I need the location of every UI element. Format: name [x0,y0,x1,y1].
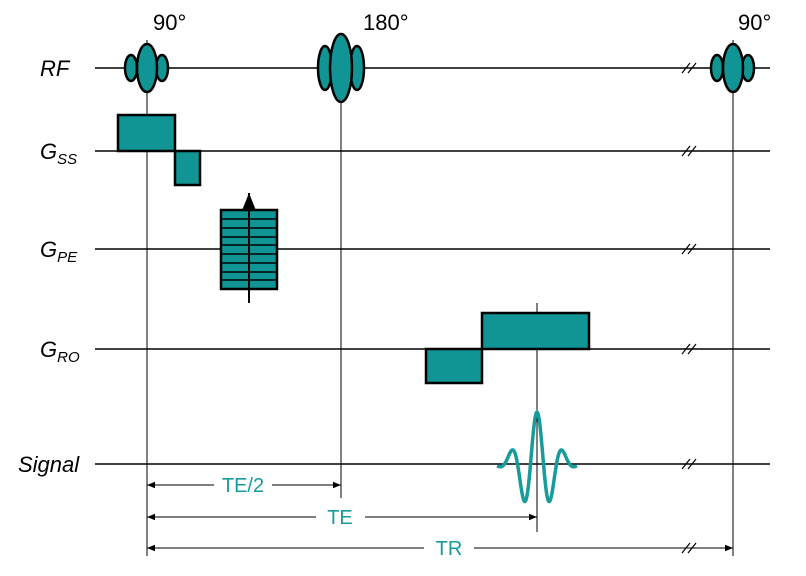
gro-readout [480,311,591,351]
row-label: GSS [40,139,77,168]
interval-label: TE [327,507,353,529]
pulse-label: 90° [738,10,771,35]
rf-pulse-90b [709,42,756,94]
row-label: RF [40,56,71,81]
echo-signal [496,409,578,504]
interval-label: TE/2 [222,475,264,497]
row-label: GPE [40,237,78,266]
rf-pulse-90 [123,42,170,94]
rf-pulse-180 [316,32,366,104]
break-marks [681,62,697,554]
baselines [95,67,770,465]
pulse-label: 180° [363,10,409,35]
gss-lobe [116,113,177,153]
row-label: GRO [40,337,80,366]
gpe-table [219,193,279,303]
gro-dephase [424,347,484,385]
interval-arrows [147,481,733,552]
pulse-label: 90° [153,10,186,35]
row-label: Signal [18,452,80,477]
interval-label: TR [436,538,463,560]
gss-rephase [173,149,202,187]
